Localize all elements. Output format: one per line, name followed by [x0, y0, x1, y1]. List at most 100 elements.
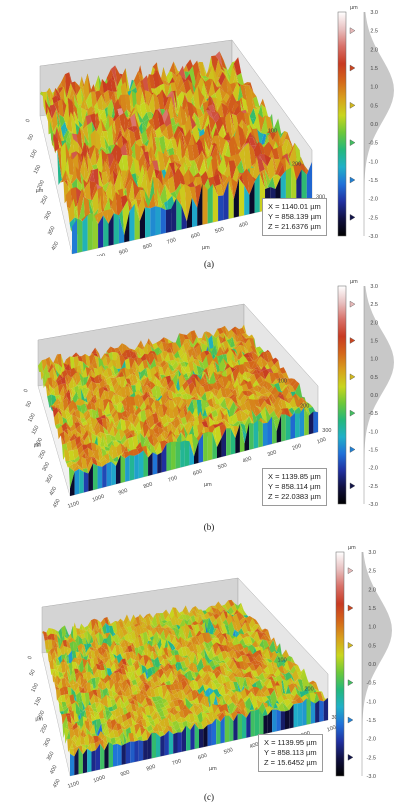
readout-z: Z = 22.0383 µm: [268, 492, 321, 501]
front-axis-tick: 800: [143, 481, 154, 490]
color-bar-tick: -3.0: [367, 774, 376, 780]
front-axis-tick: 900: [118, 488, 129, 497]
left-axis-tick: 250: [40, 723, 50, 734]
readout-x: X = 1139.95 µm: [264, 738, 317, 747]
front-axis: 1100 1000 900 800 700 600 500 400 300 200 100 µm: [67, 437, 327, 510]
surface-plot-panel-b: 0 50 100 150 200 250 300 350 400 450 µm 1100 1000 900…: [0, 272, 418, 534]
front-axis-tick: 700: [172, 758, 183, 767]
color-bar-tick: 1.5: [368, 606, 376, 612]
color-bar-tick: 0.5: [368, 643, 376, 649]
right-axis-tick: 200: [292, 162, 301, 168]
color-bar-tick: -0.5: [367, 681, 376, 687]
color-bar-tick: 3.0: [368, 550, 376, 556]
front-axis-tick: 500: [223, 747, 234, 756]
front-axis-tick: 600: [197, 753, 208, 762]
coordinate-readout: X = 1139.85 µm Y = 858.114 µm Z = 22.038…: [262, 468, 327, 506]
color-bar-tick: 1.0: [370, 85, 378, 91]
left-axis-tick: 350: [47, 225, 57, 236]
left-axis-tick: 250: [40, 195, 50, 206]
left-axis-unit: µm: [34, 443, 42, 449]
surface: [40, 51, 312, 239]
color-bar-tick: -2.0: [367, 737, 376, 743]
readout-y: Y = 858.113 µm: [264, 748, 317, 757]
left-axis-tick: 0: [23, 388, 30, 394]
color-bar: µm 3.0 2.5 2.0 1.5 1.0 0.5 0.0 -0.5 -1.0 -1.5 -2.0 -…: [335, 545, 392, 780]
color-bar-tick: -2.0: [369, 466, 378, 472]
height-histogram: [362, 552, 392, 776]
color-bar-tick: 2.0: [370, 320, 378, 326]
right-axis-tick: 200: [300, 403, 309, 409]
front-axis-tick: 900: [118, 248, 129, 256]
surface: [42, 599, 328, 757]
left-axis-tick: 50: [27, 133, 35, 141]
surface-plot-c: 0 50 100 150 200 250 300 350 400 450 µm 1100 1000 900…: [27, 545, 392, 790]
color-bar-tick: -2.5: [369, 215, 378, 221]
color-bar-gradient: [337, 285, 347, 505]
left-axis-tick: 350: [46, 751, 56, 762]
color-bar-tick: -3.0: [369, 234, 378, 240]
figure-caption: (c): [204, 792, 214, 802]
color-bar-marker: [349, 27, 356, 35]
color-bar-marker: [347, 679, 354, 687]
color-bar-marker: [347, 753, 354, 761]
front-axis-tick: 1100: [67, 500, 80, 510]
front-axis-tick: 700: [166, 237, 177, 246]
surface-plot-b: 050100150200250300350400450µm11001000900…: [23, 279, 394, 510]
left-axis-tick: 0: [25, 118, 32, 124]
front-axis-tick: 600: [192, 469, 203, 478]
color-bar-tick: 1.0: [368, 625, 376, 631]
surface-plot-panel-c: 0 50 100 150 200 250 300 350 400 450 µm 1100 1000 900…: [0, 540, 418, 807]
right-axis-tick: 100: [268, 129, 277, 135]
front-axis-tick: 100: [316, 437, 327, 446]
left-axis-tick: 200: [37, 710, 47, 721]
color-bar: µm 3.0 2.5 2.0 1.5 1.0 0.5 0.0 -0.5 -1.0 -1.5 -2.0 -…: [337, 5, 394, 240]
left-axis-tick: 250: [38, 449, 48, 460]
readout-z: Z = 15.6452 µm: [264, 758, 317, 767]
front-axis-tick: 400: [238, 221, 249, 230]
color-bar-tick: -3.0: [369, 502, 378, 508]
color-bar-tick: 2.5: [370, 302, 378, 308]
front-axis-unit: µm: [209, 766, 217, 772]
right-axis-tick: 300: [322, 428, 331, 434]
left-axis-tick: 100: [29, 149, 39, 160]
right-axis-tick: 100: [278, 379, 287, 385]
left-axis-tick: 100: [30, 682, 40, 693]
color-bar-tick: 1.0: [370, 357, 378, 363]
left-axis-tick: 450: [52, 498, 62, 509]
color-bar-tick: 2.0: [370, 47, 378, 53]
surface-front-edge: [70, 407, 318, 496]
left-axis-tick: 300: [41, 461, 51, 472]
left-axis-tick: 200: [34, 437, 44, 448]
right-axis-tick: 200: [305, 686, 314, 692]
color-bar-tick: -2.0: [369, 197, 378, 203]
front-axis-tick: 800: [142, 242, 153, 251]
color-bar-tick: 3.0: [370, 284, 378, 290]
color-bar-tick: 0.0: [370, 122, 378, 128]
front-axis-tick: 400: [242, 456, 253, 465]
color-bar-marker: [349, 373, 356, 381]
color-bar-marker: [349, 482, 356, 490]
surface-front-edge: [72, 161, 312, 254]
color-bar-tick: 0.0: [368, 662, 376, 668]
left-axis-tick: 400: [51, 241, 61, 252]
left-axis-tick: 300: [43, 210, 53, 221]
surface-plot-panel-a: 050100150200250300350400450µm11001000900…: [0, 0, 418, 270]
color-bar-marker: [349, 64, 356, 72]
color-bar-marker: [347, 604, 354, 612]
readout-z: Z = 21.6376 µm: [268, 222, 321, 231]
front-axis-tick: 200: [292, 443, 303, 452]
coordinate-readout: X = 1139.95 µm Y = 858.113 µm Z = 15.645…: [258, 734, 323, 772]
front-axis-tick: 100: [326, 725, 337, 734]
color-bar-tick: 2.5: [370, 29, 378, 35]
right-axis-tick: 100: [278, 658, 287, 664]
left-axis-tick: 400: [49, 764, 59, 775]
color-bar-tick: -1.0: [369, 429, 378, 435]
right-axis: 100 200 300: [278, 379, 332, 434]
color-bar-tick: 2.5: [368, 569, 376, 575]
color-bar-tick: -0.5: [369, 141, 378, 147]
right-axis-tick: 300: [316, 195, 325, 201]
front-axis-tick: 300: [267, 449, 278, 458]
color-bar-tick: -1.0: [367, 699, 376, 705]
right-axis: 100 200 300: [268, 129, 325, 201]
